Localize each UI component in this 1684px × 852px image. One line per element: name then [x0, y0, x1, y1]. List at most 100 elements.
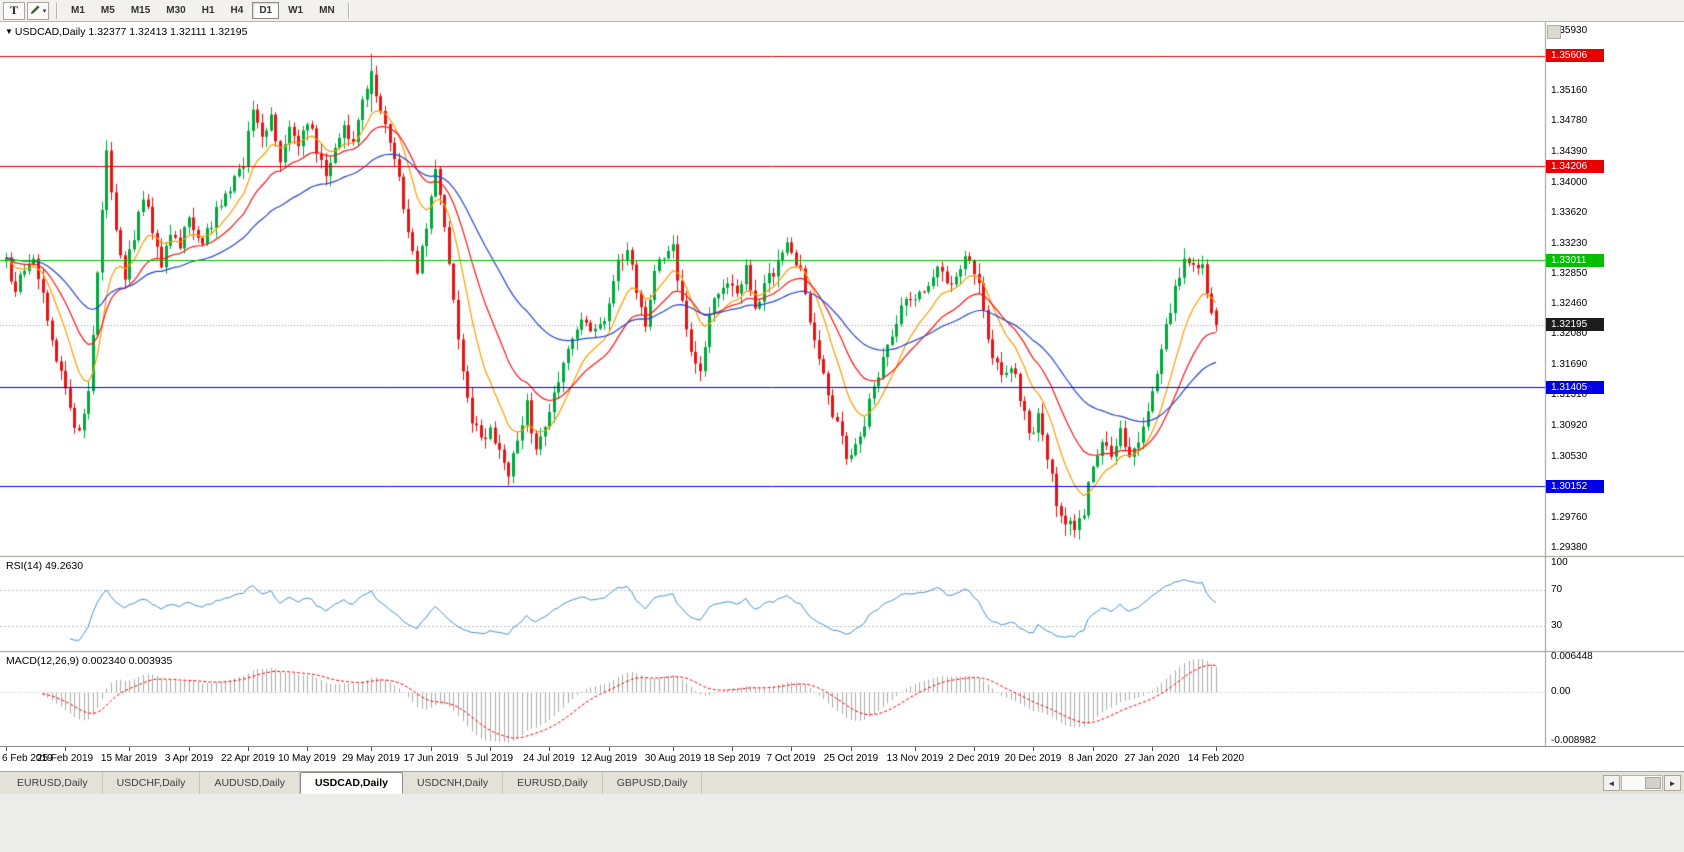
date-label: 8 Jan 2020 [1068, 753, 1118, 764]
timeframe-button-m1[interactable]: M1 [71, 5, 85, 16]
tab-scroll-track[interactable] [1621, 775, 1663, 791]
price-axis-label: 1.34390 [1551, 146, 1588, 158]
date-tick [851, 747, 852, 751]
date-label: 30 Aug 2019 [644, 753, 702, 764]
axis-corner-box [1547, 25, 1561, 39]
chart-title: ▼ USDCAD,Daily 1.32377 1.32413 1.32111 1.… [5, 26, 247, 38]
timeframe-button-m5[interactable]: M5 [100, 5, 115, 16]
price-axis-label: 1.31690 [1551, 359, 1588, 371]
date-label: 15 Mar 2019 [100, 753, 158, 764]
draw-tool-button[interactable]: ▾ [27, 1, 49, 20]
date-label: 20 Dec 2019 [1004, 753, 1062, 764]
price-axis-label: 1.30530 [1551, 450, 1588, 462]
rsi-indicator-label: RSI(14) 49.2630 [6, 560, 84, 572]
price-axis-label: 1.31310 [1551, 389, 1588, 401]
chart-tab-gbpusd-6[interactable]: GBPUSD,Daily [603, 772, 703, 794]
date-tick [974, 747, 975, 751]
price-axis-label: 1.35930 [1551, 24, 1588, 36]
date-tick [549, 747, 550, 751]
rsi-axis-label: 100 [1551, 557, 1568, 568]
date-label: 2 Dec 2019 [948, 753, 1000, 764]
scroll-right-arrow[interactable]: ► [1664, 775, 1681, 791]
scroll-left-arrow[interactable]: ◄ [1603, 775, 1620, 791]
timeframe-button-mn[interactable]: MN [319, 5, 335, 16]
timeframe-button-h1[interactable]: H1 [201, 5, 215, 16]
timeframe-button-w1[interactable]: W1 [288, 5, 304, 16]
date-tick [6, 747, 7, 751]
chart-tab-audusd-2[interactable]: AUDUSD,Daily [200, 772, 301, 794]
tab-scroll-thumb[interactable] [1645, 777, 1661, 789]
date-label: 24 Jul 2019 [523, 753, 575, 764]
current-price-badge: 1.32195 [1546, 318, 1604, 332]
timeframe-button-m30[interactable]: M30 [166, 5, 186, 16]
macd-axis-label: 0.00 [1551, 686, 1571, 697]
price-axis-label: 1.33230 [1551, 237, 1588, 249]
date-label: 7 Oct 2019 [766, 753, 816, 764]
date-label: 27 Jan 2020 [1124, 753, 1180, 764]
date-label: 18 Sep 2019 [703, 753, 761, 764]
chart-toolbar: T ▾ M1 M5 M15 M30 H1 H4 D1 W1 MN [0, 0, 1684, 22]
date-axis[interactable]: 6 Feb 2019 25 Feb 2019 15 Mar 2019 3 Apr 20… [0, 746, 1684, 771]
date-tick [732, 747, 733, 751]
pencil-icon [30, 4, 41, 18]
chart-tab-eurusd-0[interactable]: EURUSD,Daily [3, 772, 103, 794]
date-tick [1033, 747, 1034, 751]
chevron-down-icon: ▾ [42, 7, 47, 15]
toolbar-separator [347, 2, 350, 19]
chart-tab-usdcnh-4[interactable]: USDCNH,Daily [403, 772, 504, 794]
timeframe-button-group: M1 M5 M15 M30 H1 H4 D1 W1 MN [63, 2, 343, 19]
date-label: 10 May 2019 [278, 753, 336, 764]
text-tool-button[interactable]: T [3, 1, 25, 20]
tab-scrollbar: ◄ ► [1603, 775, 1681, 791]
level-price-badge: 1.31405 [1546, 380, 1604, 394]
date-tick [248, 747, 249, 751]
date-tick [791, 747, 792, 751]
price-axis-label: 1.33620 [1551, 206, 1588, 218]
chart-tab-eurusd-5[interactable]: EURUSD,Daily [503, 772, 603, 794]
level-price-badge: 1.33011 [1546, 253, 1604, 267]
date-label: 14 Feb 2020 [1187, 753, 1245, 764]
date-label: 29 May 2019 [342, 753, 400, 764]
chart-tab-usdcad-3[interactable]: USDCAD,Daily [300, 772, 403, 794]
timeframe-button-d1[interactable]: D1 [252, 2, 280, 19]
macd-axis-label: 0.006448 [1551, 650, 1593, 662]
price-axis-label: 1.32080 [1551, 328, 1588, 340]
macd-axis-label: -0.008982 [1551, 735, 1597, 747]
date-label: 12 Aug 2019 [580, 753, 638, 764]
chart-collapse-arrow-icon[interactable]: ▼ [5, 27, 13, 36]
date-label: 3 Apr 2019 [164, 753, 214, 764]
toolbar-separator [56, 2, 58, 19]
price-axis-label: 1.34000 [1551, 176, 1588, 188]
date-tick [65, 747, 66, 751]
date-tick [915, 747, 916, 751]
date-tick [1152, 747, 1153, 751]
date-tick [1216, 747, 1217, 751]
date-label: 22 Apr 2019 [221, 753, 275, 764]
chart-title-text: USDCAD,Daily 1.32377 1.32413 1.32111 1.3… [14, 26, 248, 38]
date-label: 5 Jul 2019 [466, 753, 514, 764]
timeframe-button-h4[interactable]: H4 [230, 5, 244, 16]
price-axis-label: 1.29380 [1551, 541, 1588, 553]
chart-canvas[interactable] [0, 22, 1684, 746]
date-label: 25 Oct 2019 [823, 753, 879, 764]
date-tick [371, 747, 372, 751]
date-label: 13 Nov 2019 [886, 753, 944, 764]
date-tick [673, 747, 674, 751]
date-tick [189, 747, 190, 751]
level-price-badge: 1.30152 [1546, 479, 1604, 493]
level-price-badge: 1.35606 [1546, 49, 1604, 63]
date-tick [431, 747, 432, 751]
date-tick [129, 747, 130, 751]
text-tool-icon: T [9, 3, 18, 17]
level-price-badge: 1.34206 [1546, 159, 1604, 173]
window-bottom-area [0, 794, 1684, 852]
date-label: 17 Jun 2019 [403, 753, 459, 764]
chart-tab-usdchf-1[interactable]: USDCHF,Daily [103, 772, 201, 794]
rsi-axis-label: 30 [1551, 620, 1563, 632]
price-axis-label: 1.32850 [1551, 267, 1588, 279]
chart-tab-bar: EURUSD,Daily USDCHF,Daily AUDUSD,Daily USDC… [0, 771, 1684, 794]
price-axis-label: 1.35160 [1551, 85, 1588, 97]
timeframe-button-m15[interactable]: M15 [130, 5, 151, 16]
date-tick [490, 747, 491, 751]
price-axis-label: 1.34780 [1551, 115, 1588, 127]
